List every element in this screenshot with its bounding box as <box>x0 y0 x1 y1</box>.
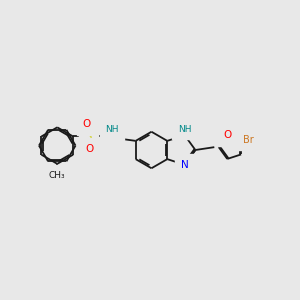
Text: O: O <box>86 144 94 154</box>
Text: S: S <box>85 130 92 143</box>
Text: O: O <box>223 130 231 140</box>
Text: Br: Br <box>243 135 253 145</box>
Text: CH₃: CH₃ <box>49 170 66 179</box>
Text: N: N <box>181 160 188 170</box>
Text: O: O <box>83 119 91 129</box>
Text: NH: NH <box>105 125 119 134</box>
Text: NH: NH <box>178 125 191 134</box>
